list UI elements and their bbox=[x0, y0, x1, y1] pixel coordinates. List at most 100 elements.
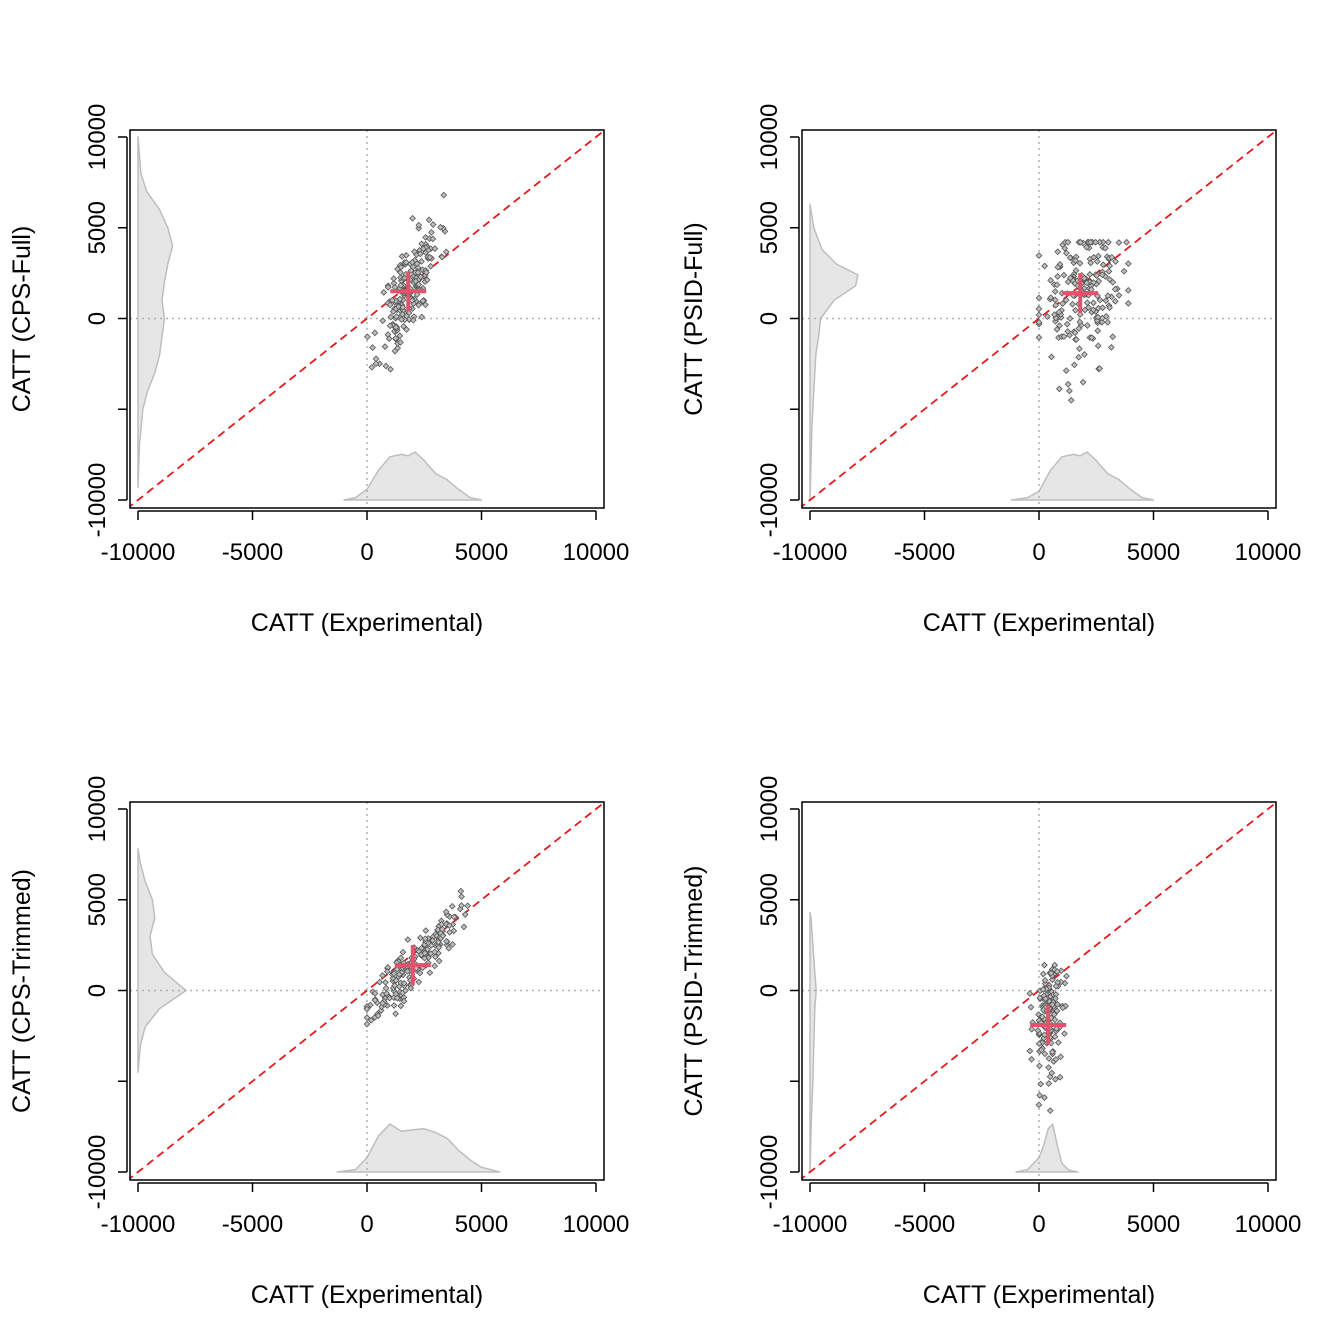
scatter-point bbox=[437, 223, 444, 231]
x-tick-label: 10000 bbox=[563, 539, 630, 566]
scatter-point bbox=[374, 1012, 382, 1020]
x-tick-label: 5000 bbox=[455, 539, 508, 566]
scatter-point bbox=[395, 971, 403, 978]
scatter-point bbox=[387, 365, 394, 373]
scatter-point bbox=[1076, 345, 1083, 353]
scatter-point bbox=[376, 978, 383, 986]
scatter-point bbox=[397, 281, 405, 289]
scatter-point bbox=[404, 936, 412, 943]
scatter-point bbox=[429, 937, 437, 944]
scatter-point bbox=[1072, 267, 1080, 274]
scatter-point bbox=[1076, 259, 1084, 267]
scatter-point bbox=[398, 316, 405, 323]
scatter-point bbox=[418, 240, 426, 248]
scatter-point bbox=[387, 313, 395, 321]
plot-area bbox=[130, 130, 604, 508]
scatter-point bbox=[1075, 325, 1083, 332]
scatter-point bbox=[1056, 385, 1063, 393]
scatter-point bbox=[429, 235, 437, 243]
scatter-point bbox=[415, 281, 423, 288]
scatter-point bbox=[397, 339, 404, 346]
x-tick-label: -5000 bbox=[222, 539, 283, 566]
x-tick-label: -5000 bbox=[894, 539, 955, 566]
scatter-point bbox=[383, 990, 390, 997]
scatter-point bbox=[1041, 1094, 1048, 1101]
x-tick-label: -5000 bbox=[894, 1211, 955, 1238]
scatter-point bbox=[1049, 1001, 1056, 1008]
scatter-point bbox=[450, 927, 458, 935]
scatter-point bbox=[445, 944, 453, 952]
y-tick-label: 5000 bbox=[84, 873, 111, 926]
scatter-point bbox=[1083, 279, 1091, 287]
y-tick-label: -10000 bbox=[756, 1135, 783, 1210]
scatter-point bbox=[1115, 239, 1123, 246]
scatter-point bbox=[389, 296, 396, 304]
scatter-point bbox=[1042, 995, 1049, 1003]
scatter-point bbox=[425, 954, 432, 961]
scatter-point bbox=[1115, 292, 1123, 299]
scatter-point bbox=[380, 289, 388, 296]
scatter-point bbox=[422, 301, 429, 309]
scatter-point bbox=[424, 945, 431, 953]
scatter-point bbox=[1035, 252, 1043, 259]
scatter-point bbox=[1086, 271, 1094, 278]
scatter-point bbox=[435, 944, 443, 951]
scatter-point bbox=[1067, 396, 1075, 404]
scatter-point bbox=[1071, 329, 1079, 337]
scatter-point bbox=[1088, 334, 1096, 342]
scatter-point bbox=[390, 970, 398, 978]
scatter-point bbox=[408, 296, 416, 304]
scatter-point bbox=[1124, 260, 1132, 268]
scatter-point bbox=[431, 948, 438, 956]
scatter-point bbox=[432, 953, 439, 961]
y-tick-label: -10000 bbox=[756, 463, 783, 538]
scatter-point bbox=[1059, 300, 1067, 307]
scatter-point bbox=[1066, 387, 1073, 395]
y-tick-label: -10000 bbox=[84, 1135, 111, 1210]
scatter-point bbox=[1064, 328, 1072, 335]
y-tick-label: 5000 bbox=[84, 201, 111, 254]
x-axis-title: CATT (Experimental) bbox=[923, 609, 1155, 637]
scatter-point bbox=[415, 221, 423, 229]
scatter-point bbox=[1092, 238, 1099, 246]
scatter-point bbox=[458, 893, 465, 901]
scatter-point bbox=[1066, 315, 1074, 322]
scatter-point bbox=[1063, 320, 1071, 328]
scatter-point bbox=[460, 923, 468, 931]
scatter-point bbox=[1066, 254, 1074, 262]
x-tick-label: 10000 bbox=[563, 1211, 630, 1238]
scatter-point bbox=[1035, 311, 1043, 319]
scatter-point bbox=[398, 253, 406, 260]
scatter-point bbox=[1094, 327, 1102, 335]
scatter-point bbox=[400, 323, 407, 330]
scatter-point bbox=[1060, 333, 1068, 340]
scatter-point bbox=[412, 277, 420, 285]
scatter-point bbox=[421, 954, 428, 962]
y-tick-label: 5000 bbox=[756, 873, 783, 926]
scatter-point bbox=[442, 248, 450, 256]
scatter-point bbox=[1072, 336, 1080, 343]
marginal-density-y bbox=[137, 136, 174, 489]
scatter-point bbox=[1099, 314, 1106, 322]
scatter-point bbox=[384, 283, 392, 291]
scatter-point bbox=[1098, 271, 1106, 279]
scatter-point bbox=[1072, 257, 1079, 264]
scatter-point bbox=[402, 259, 410, 266]
scatter-point bbox=[1035, 318, 1043, 326]
scatter-point bbox=[1062, 296, 1070, 304]
scatter-point bbox=[392, 335, 400, 342]
scatter-point bbox=[1111, 297, 1119, 305]
y-axis-title: CATT (CPS-Trimmed) bbox=[8, 869, 36, 1113]
scatter-point bbox=[1028, 1025, 1036, 1033]
scatter-point bbox=[1120, 267, 1128, 275]
scatter-point bbox=[1039, 986, 1047, 993]
scatter-point bbox=[1064, 380, 1072, 388]
scatter-point bbox=[1047, 276, 1055, 284]
scatter-point bbox=[1036, 994, 1044, 1002]
scatter-point bbox=[399, 989, 406, 997]
marginal-density-x bbox=[343, 451, 483, 501]
scatter-point bbox=[1087, 259, 1095, 267]
scatter-point bbox=[1041, 1050, 1049, 1058]
scatter-point bbox=[400, 979, 408, 987]
scatter-point bbox=[428, 229, 435, 236]
